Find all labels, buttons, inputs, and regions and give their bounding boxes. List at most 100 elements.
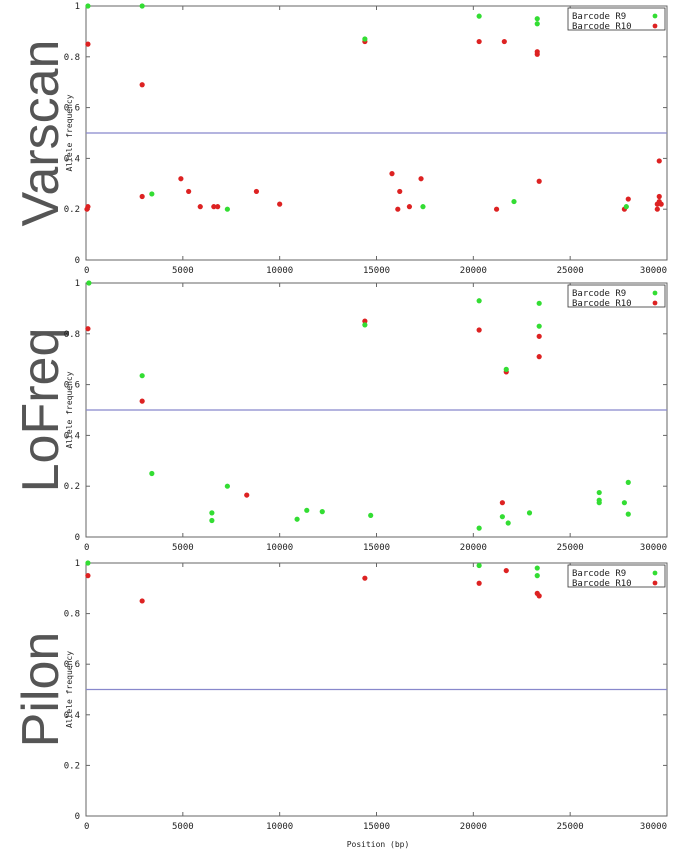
- point-barcode-r9: [476, 298, 482, 304]
- point-barcode-r9: [149, 470, 155, 477]
- point-barcode-r10: [85, 573, 91, 579]
- y-tick-label: 0: [75, 533, 80, 543]
- point-barcode-r10: [139, 598, 145, 604]
- point-barcode-r10: [277, 201, 283, 207]
- point-barcode-r10: [656, 193, 662, 200]
- point-barcode-r9: [209, 517, 215, 524]
- x-tick-label: 0: [84, 543, 89, 553]
- point-barcode-r10: [397, 188, 403, 195]
- point-barcode-r9: [534, 565, 540, 571]
- side-title: LoFreq: [12, 328, 70, 493]
- x-tick-label: 20000: [460, 543, 487, 553]
- point-barcode-r10: [536, 593, 542, 599]
- y-tick-label: 0.6: [64, 660, 80, 670]
- legend-box: [567, 284, 666, 308]
- point-barcode-r9: [503, 366, 509, 372]
- point-barcode-r9: [596, 489, 602, 496]
- point-barcode-r10: [253, 188, 260, 195]
- point-barcode-r10: [656, 158, 662, 164]
- point-barcode-r9: [149, 191, 155, 197]
- x-tick-label: 30000: [640, 822, 667, 832]
- x-tick-label: 0: [84, 266, 89, 276]
- x-tick-label: 15000: [363, 822, 390, 832]
- point-barcode-r9: [596, 500, 602, 506]
- point-barcode-r9: [534, 16, 540, 22]
- y-tick-label: 0.8: [64, 330, 80, 340]
- y-tick-label: 0: [75, 256, 80, 266]
- y-tick-label: 0.4: [64, 154, 80, 164]
- y-tick-label: 1: [75, 2, 80, 12]
- legend-label: Barcode R9: [572, 289, 626, 299]
- point-barcode-r10: [499, 500, 505, 506]
- x-tick-label: 10000: [266, 822, 293, 832]
- legend-marker: [652, 570, 658, 576]
- point-barcode-r9: [362, 322, 368, 328]
- point-barcode-r9: [625, 479, 631, 485]
- point-barcode-r9: [623, 204, 629, 210]
- legend-label: Barcode R10: [572, 299, 632, 309]
- x-tick-label: 5000: [172, 822, 194, 832]
- point-barcode-r10: [139, 82, 145, 88]
- point-barcode-r9: [534, 21, 540, 27]
- point-barcode-r9: [139, 373, 145, 379]
- point-barcode-r10: [658, 201, 664, 207]
- y-tick-label: 0: [75, 812, 80, 822]
- point-barcode-r10: [389, 171, 395, 177]
- point-barcode-r9: [86, 280, 92, 286]
- point-barcode-r9: [476, 562, 482, 569]
- point-barcode-r9: [476, 13, 482, 19]
- point-barcode-r10: [139, 193, 145, 200]
- x-tick-label: 30000: [640, 543, 667, 553]
- point-barcode-r10: [536, 333, 542, 339]
- y-axis-label: Allele frequency: [65, 651, 74, 728]
- point-barcode-r10: [406, 204, 413, 210]
- point-barcode-r9: [505, 520, 511, 526]
- point-barcode-r10: [503, 567, 509, 574]
- x-axis-label: Position (bp): [347, 840, 410, 849]
- y-tick-label: 0.4: [64, 711, 80, 721]
- legend-label: Barcode R10: [572, 579, 632, 589]
- y-axis-label: Allele frequency: [65, 371, 74, 448]
- point-barcode-r10: [211, 204, 217, 210]
- y-tick-label: 0.8: [64, 53, 80, 63]
- legend-marker: [652, 13, 658, 19]
- legend-marker: [652, 290, 658, 296]
- point-barcode-r9: [319, 509, 325, 515]
- x-tick-label: 20000: [460, 822, 487, 832]
- point-barcode-r9: [224, 206, 230, 212]
- point-barcode-r10: [476, 580, 482, 586]
- point-barcode-r10: [395, 206, 401, 212]
- point-barcode-r10: [501, 38, 507, 45]
- x-tick-label: 10000: [266, 266, 293, 276]
- point-barcode-r9: [224, 483, 230, 489]
- point-barcode-r9: [511, 198, 517, 205]
- point-barcode-r9: [294, 516, 300, 522]
- side-title: Varscan: [12, 40, 70, 227]
- y-tick-label: 0.2: [64, 761, 80, 771]
- legend-label: Barcode R10: [572, 22, 632, 32]
- point-barcode-r10: [362, 318, 368, 324]
- x-tick-label: 15000: [363, 543, 390, 553]
- point-barcode-r10: [197, 204, 203, 210]
- point-barcode-r9: [368, 512, 374, 519]
- point-barcode-r9: [304, 507, 310, 513]
- point-barcode-r10: [85, 326, 91, 332]
- y-tick-label: 1: [75, 279, 80, 289]
- point-barcode-r9: [139, 3, 145, 9]
- point-barcode-r10: [536, 354, 542, 360]
- x-tick-label: 30000: [640, 266, 667, 276]
- point-barcode-r9: [420, 204, 426, 210]
- point-barcode-r10: [178, 176, 184, 182]
- x-tick-label: 25000: [557, 266, 584, 276]
- point-barcode-r9: [534, 573, 540, 579]
- y-tick-label: 0.6: [64, 381, 80, 391]
- x-tick-label: 25000: [557, 822, 584, 832]
- point-barcode-r9: [476, 525, 482, 531]
- legend-label: Barcode R9: [572, 12, 626, 22]
- y-tick-label: 1: [75, 559, 80, 569]
- point-barcode-r10: [244, 492, 250, 498]
- point-barcode-r9: [621, 500, 627, 506]
- point-barcode-r10: [654, 206, 660, 212]
